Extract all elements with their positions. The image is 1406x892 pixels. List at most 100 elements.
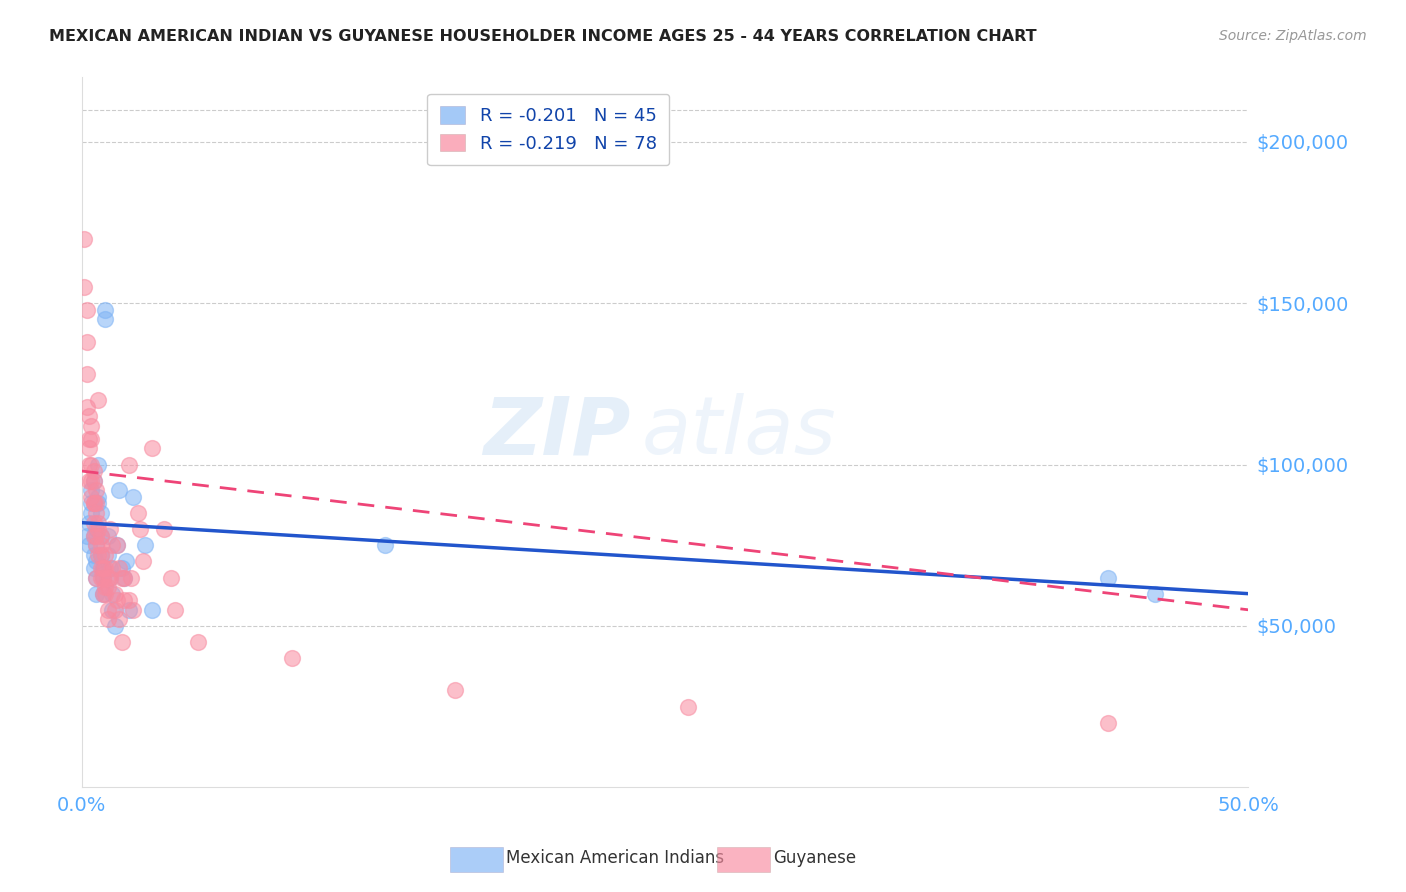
Point — [84, 570, 107, 584]
Point — [91, 570, 114, 584]
Point — [134, 538, 156, 552]
Point — [80, 496, 103, 510]
Point — [84, 496, 107, 510]
Point — [98, 561, 121, 575]
Point — [94, 302, 117, 317]
Point — [89, 528, 111, 542]
Point — [84, 528, 107, 542]
Point — [103, 603, 125, 617]
Point — [91, 561, 114, 575]
Point — [159, 570, 181, 584]
Point — [131, 554, 153, 568]
Point — [83, 496, 105, 510]
Point — [101, 561, 124, 575]
Point — [98, 522, 121, 536]
Point — [80, 458, 103, 472]
Point — [84, 522, 107, 536]
Point — [76, 368, 98, 382]
Point — [112, 570, 135, 584]
Point — [87, 548, 110, 562]
Text: Mexican American Indians: Mexican American Indians — [506, 849, 724, 867]
Point — [94, 580, 117, 594]
Point — [101, 538, 124, 552]
Point — [83, 464, 105, 478]
Point — [141, 603, 163, 617]
Point — [80, 506, 103, 520]
Point — [77, 409, 100, 424]
Point — [117, 603, 139, 617]
Point — [83, 528, 105, 542]
Point — [94, 312, 117, 326]
Point — [84, 538, 107, 552]
Point — [77, 442, 100, 456]
Point — [112, 570, 135, 584]
Point — [127, 506, 149, 520]
Point — [96, 603, 118, 617]
Point — [108, 561, 131, 575]
Point — [96, 612, 118, 626]
Point — [76, 302, 98, 317]
Point — [96, 570, 118, 584]
Point — [89, 570, 111, 584]
Point — [73, 232, 96, 246]
Point — [87, 516, 110, 530]
Point — [77, 516, 100, 530]
Point — [374, 538, 396, 552]
Point — [76, 528, 98, 542]
Point — [76, 334, 98, 349]
Point — [281, 651, 304, 665]
Text: Guyanese: Guyanese — [773, 849, 856, 867]
Point — [110, 570, 132, 584]
Point — [678, 699, 700, 714]
Point — [96, 528, 118, 542]
Point — [89, 548, 111, 562]
Point — [94, 587, 117, 601]
Point — [83, 474, 105, 488]
Point — [98, 570, 121, 584]
Point — [89, 561, 111, 575]
Point — [84, 554, 107, 568]
Point — [122, 490, 145, 504]
Point — [84, 538, 107, 552]
Point — [87, 522, 110, 536]
Point — [89, 548, 111, 562]
Point — [141, 442, 163, 456]
Point — [96, 580, 118, 594]
Point — [83, 528, 105, 542]
Text: MEXICAN AMERICAN INDIAN VS GUYANESE HOUSEHOLDER INCOME AGES 25 - 44 YEARS CORREL: MEXICAN AMERICAN INDIAN VS GUYANESE HOUS… — [49, 29, 1036, 44]
Point — [103, 587, 125, 601]
Point — [101, 603, 124, 617]
Point — [117, 593, 139, 607]
Point — [105, 538, 128, 552]
Point — [105, 538, 128, 552]
Point — [115, 554, 138, 568]
Point — [87, 490, 110, 504]
Point — [112, 593, 135, 607]
Point — [1097, 715, 1119, 730]
Point — [117, 458, 139, 472]
Point — [83, 548, 105, 562]
Point — [84, 506, 107, 520]
Text: atlas: atlas — [641, 393, 837, 471]
Point — [84, 483, 107, 498]
Point — [89, 506, 111, 520]
Point — [94, 548, 117, 562]
Point — [73, 280, 96, 294]
Point — [80, 418, 103, 433]
Point — [96, 548, 118, 562]
Point — [77, 458, 100, 472]
Point — [80, 490, 103, 504]
Point — [91, 587, 114, 601]
Point — [110, 561, 132, 575]
Point — [91, 570, 114, 584]
Point — [87, 393, 110, 408]
Point — [80, 474, 103, 488]
Point — [84, 570, 107, 584]
Point — [84, 587, 107, 601]
Point — [105, 593, 128, 607]
Point — [152, 522, 174, 536]
Point — [87, 458, 110, 472]
Point — [77, 474, 100, 488]
Point — [94, 561, 117, 575]
Point — [83, 516, 105, 530]
